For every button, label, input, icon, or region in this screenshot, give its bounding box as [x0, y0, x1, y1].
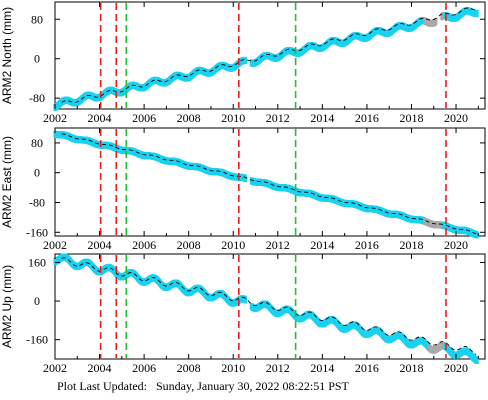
y-tick-label: 0	[34, 52, 40, 66]
model-line	[61, 133, 477, 235]
data-point	[475, 9, 479, 17]
x-tick-label: 2006	[132, 238, 156, 252]
data-point	[243, 296, 247, 304]
x-tick-label: 2008	[177, 111, 201, 125]
x-tick-label: 2004	[88, 238, 112, 252]
x-tick-label: 2010	[221, 111, 245, 125]
y-axis-label: ARM2 North (mm)	[0, 7, 14, 104]
x-tick-label: 2014	[310, 238, 334, 252]
data-point	[434, 18, 438, 26]
y-tick-label: 0	[34, 166, 40, 180]
x-tick-label: 2010	[221, 238, 245, 252]
x-tick-label: 2008	[177, 238, 201, 252]
model-line	[61, 7, 477, 103]
x-tick-label: 2020	[444, 238, 468, 252]
x-tick-label: 2018	[399, 111, 423, 125]
data-point	[475, 231, 479, 239]
data-series	[53, 130, 479, 239]
chart-panel-3: 2002 2004 2006 2008 2010 2012 2014 2016 2018 2020…	[0, 253, 486, 375]
y-axis-label: ARM2 East (mm)	[0, 136, 14, 228]
x-tick-label: 2002	[43, 111, 67, 125]
y-tick-label: -80	[29, 195, 45, 209]
x-tick-label: 2004	[88, 111, 112, 125]
data-point	[243, 174, 247, 182]
x-tick-label: 2016	[355, 238, 379, 252]
x-tick-label: 2014	[310, 111, 334, 125]
y-tick-label: 80	[31, 12, 43, 26]
y-tick-label: -160	[26, 225, 48, 239]
x-tick-label: 2006	[132, 111, 156, 125]
x-tick-label: 2012	[266, 238, 290, 252]
chart-panel-2: 2002 2004 2006 2008 2010 2012 2014 2016 2018 2020…	[0, 127, 486, 252]
x-tick-label: 2020	[444, 111, 468, 125]
x-tick-label: 2012	[266, 111, 290, 125]
chart-panel-1: 2002 2004 2006 2008 2010 2012 2014 2016 2018 2020…	[0, 1, 486, 125]
data-point	[243, 57, 247, 65]
y-tick-label: -80	[29, 91, 45, 105]
x-tick-label: 2002	[43, 238, 67, 252]
y-tick-label: 80	[31, 136, 43, 150]
x-tick-label: 2018	[399, 238, 423, 252]
x-tick-label: 2016	[355, 111, 379, 125]
